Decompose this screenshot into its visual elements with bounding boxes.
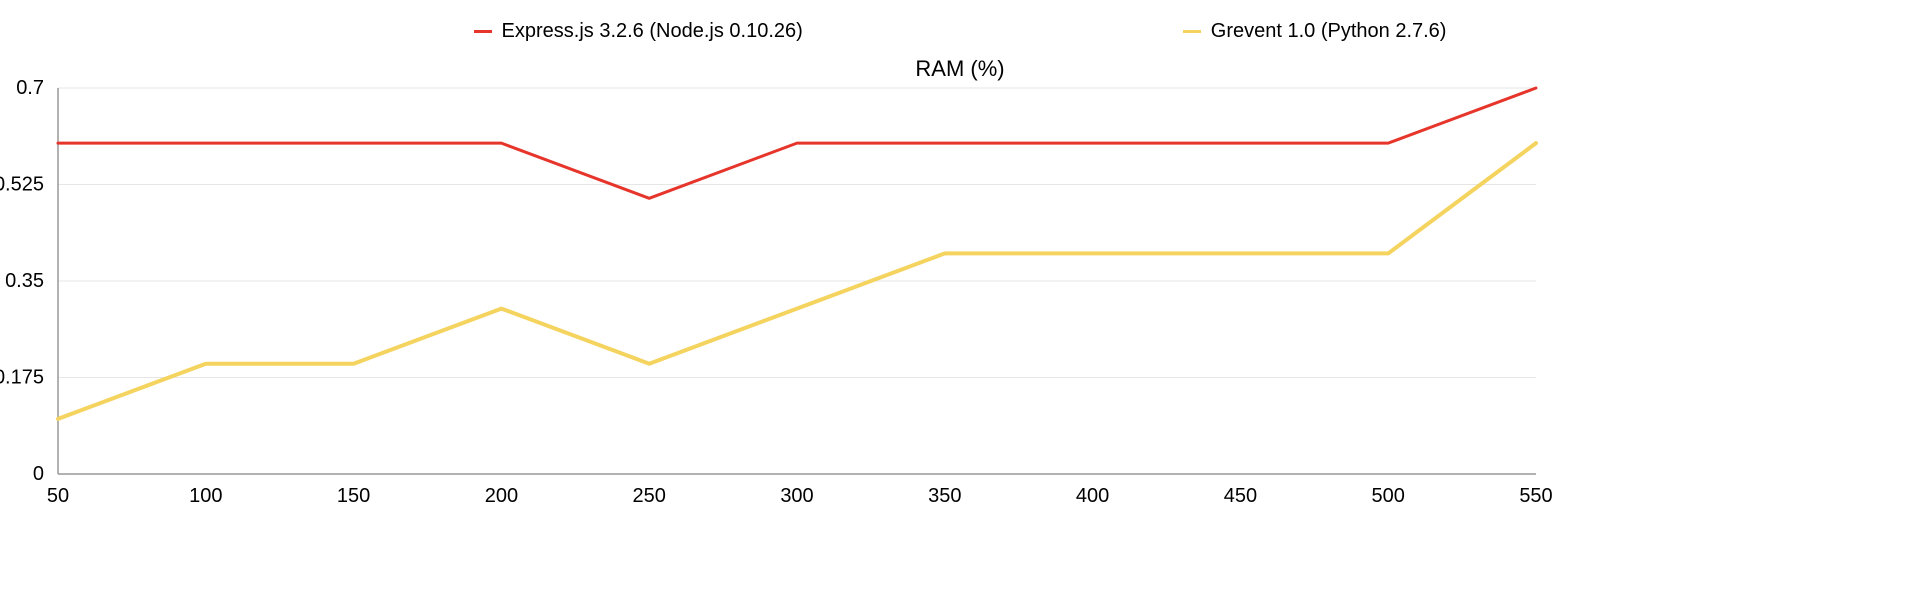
legend-item-grevent: Grevent 1.0 (Python 2.7.6) — [1183, 20, 1447, 43]
ram-chart: Express.js 3.2.6 (Node.js 0.10.26) Greve… — [0, 0, 1920, 609]
y-tick-label: 0.525 — [0, 174, 44, 196]
x-tick-label: 300 — [780, 485, 813, 507]
y-tick-label: 0.35 — [5, 270, 44, 292]
legend: Express.js 3.2.6 (Node.js 0.10.26) Greve… — [0, 20, 1920, 43]
x-tick-label: 100 — [189, 485, 222, 507]
chart-svg: 00.1750.350.5250.75010015020025030035040… — [0, 0, 1920, 609]
legend-swatch-grevent — [1183, 30, 1201, 33]
legend-item-express: Express.js 3.2.6 (Node.js 0.10.26) — [474, 20, 803, 43]
series-line-0 — [58, 88, 1536, 198]
legend-label-express: Express.js 3.2.6 (Node.js 0.10.26) — [502, 20, 803, 43]
y-tick-label: 0.175 — [0, 367, 44, 389]
x-tick-label: 250 — [633, 485, 666, 507]
x-tick-label: 450 — [1224, 485, 1257, 507]
x-tick-label: 400 — [1076, 485, 1109, 507]
legend-label-grevent: Grevent 1.0 (Python 2.7.6) — [1211, 20, 1447, 43]
x-tick-label: 150 — [337, 485, 370, 507]
chart-title: RAM (%) — [0, 56, 1920, 82]
legend-swatch-express — [474, 30, 492, 33]
x-tick-label: 550 — [1519, 485, 1552, 507]
x-tick-label: 200 — [485, 485, 518, 507]
x-tick-label: 50 — [47, 485, 69, 507]
x-tick-label: 500 — [1372, 485, 1405, 507]
y-tick-label: 0 — [33, 463, 44, 485]
x-tick-label: 350 — [928, 485, 961, 507]
